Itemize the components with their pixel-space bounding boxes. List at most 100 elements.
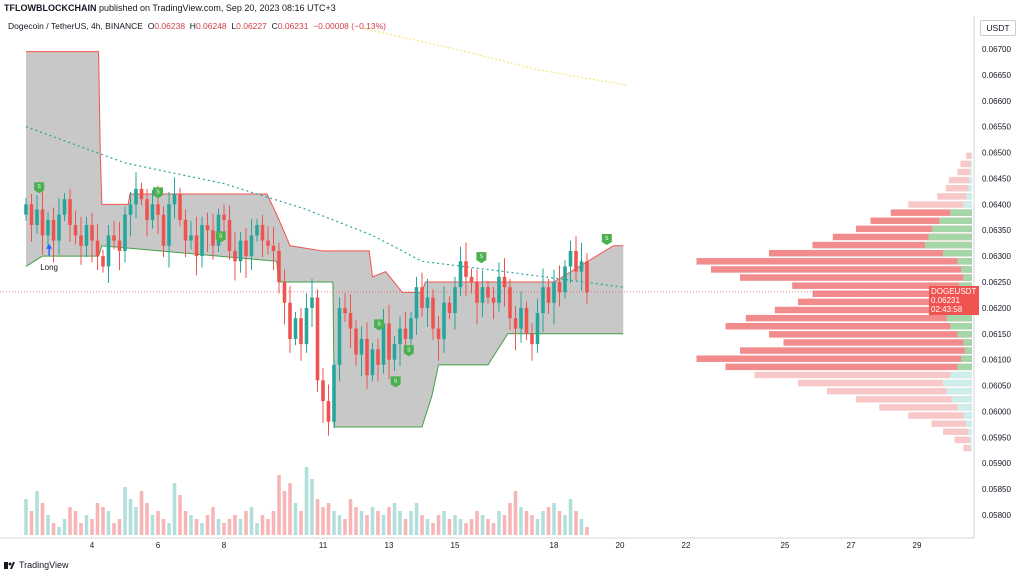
candle-body bbox=[293, 318, 298, 339]
volume-bar bbox=[46, 515, 50, 535]
candle-body bbox=[24, 204, 28, 215]
candle-body bbox=[35, 209, 39, 226]
volume-profile-down-bar bbox=[696, 258, 972, 265]
long-label: Long bbox=[40, 263, 58, 272]
volume-profile-up-bar bbox=[968, 185, 972, 192]
candle-body bbox=[288, 302, 292, 339]
volume-profile-up-bar bbox=[961, 355, 972, 362]
volume-bar bbox=[73, 511, 78, 535]
volume-bar bbox=[260, 515, 265, 535]
x-tick-label: 25 bbox=[781, 541, 790, 550]
signal-marker-label: S bbox=[156, 189, 160, 195]
volume-profile-down-bar bbox=[966, 152, 972, 160]
footer-brand[interactable]: TradingView bbox=[4, 560, 69, 570]
volume-bar bbox=[420, 515, 424, 535]
x-tick-label: 15 bbox=[451, 541, 460, 550]
volume-bar bbox=[123, 487, 127, 535]
candle-body bbox=[249, 235, 254, 257]
volume-bar bbox=[370, 507, 375, 535]
candle-body bbox=[57, 214, 61, 241]
price-tag-symbol: DOGEUSDT bbox=[931, 286, 977, 296]
candle-body bbox=[552, 282, 556, 303]
volume-bar bbox=[288, 483, 292, 535]
candle-body bbox=[216, 214, 221, 246]
volume-profile-up-bar bbox=[966, 193, 972, 200]
volume-profile-up-bar bbox=[963, 201, 972, 208]
volume-bar bbox=[244, 511, 248, 535]
volume-profile-down-bar bbox=[832, 233, 972, 241]
volume-profile-up-bar bbox=[946, 314, 972, 322]
volume-profile-up-bar bbox=[943, 379, 972, 387]
candle-body bbox=[332, 364, 336, 422]
change-value: −0.00008 (−0.13%) bbox=[313, 21, 386, 31]
candle-body bbox=[574, 250, 578, 272]
volume-profile-down-bar bbox=[957, 168, 972, 176]
volume-profile-down-bar bbox=[870, 217, 972, 224]
volume-profile-down-bar bbox=[948, 176, 972, 184]
candle-body bbox=[101, 256, 105, 267]
author-name[interactable]: TFLOWBLOCKCHAIN bbox=[4, 3, 97, 13]
candle-body bbox=[425, 297, 430, 308]
volume-bar bbox=[381, 515, 386, 535]
signal-marker-icon bbox=[601, 233, 612, 245]
volume-profile-down-bar bbox=[792, 282, 972, 289]
x-tick-label: 20 bbox=[616, 541, 625, 550]
y-tick-label: 0.06600 bbox=[982, 97, 1011, 106]
volume-bar bbox=[238, 519, 243, 535]
y-tick-label: 0.05900 bbox=[982, 459, 1011, 468]
candle-body bbox=[480, 287, 485, 303]
volume-profile-down-bar bbox=[769, 249, 972, 257]
volume-profile-up-bar bbox=[957, 363, 972, 371]
volume-profile-down-bar bbox=[856, 396, 972, 403]
x-tick-label: 11 bbox=[319, 541, 328, 550]
volume-profile-down-bar bbox=[711, 266, 972, 273]
signal-marker-icon bbox=[390, 376, 401, 388]
candle-body bbox=[530, 333, 534, 345]
volume-profile-up-bar bbox=[951, 396, 972, 403]
volume-bar bbox=[156, 511, 160, 535]
volume-bar bbox=[541, 511, 545, 535]
volume-bar bbox=[167, 523, 171, 535]
volume-profile-down-bar bbox=[908, 412, 972, 419]
candle-body bbox=[508, 287, 512, 319]
candle-body bbox=[359, 338, 364, 355]
currency-button[interactable]: USDT bbox=[980, 20, 1016, 36]
volume-bar bbox=[282, 491, 287, 535]
volume-bar bbox=[139, 491, 144, 535]
volume-bar bbox=[458, 519, 463, 535]
volume-profile-up-bar bbox=[939, 217, 972, 224]
candle-body bbox=[156, 204, 160, 215]
volume-bar bbox=[585, 527, 589, 535]
candle-body bbox=[244, 240, 248, 257]
volume-profile-up-bar bbox=[957, 258, 972, 265]
symbol-title[interactable]: Dogecoin / TetherUS, 4h, BINANCE bbox=[8, 21, 143, 31]
candle-body bbox=[436, 328, 441, 339]
volume-bar bbox=[57, 527, 61, 535]
volume-profile-down-bar bbox=[931, 420, 972, 427]
candle-body bbox=[453, 287, 457, 314]
y-tick-label: 0.06550 bbox=[982, 123, 1011, 132]
volume-profile-down-bar bbox=[812, 290, 972, 298]
candle-body bbox=[497, 276, 501, 303]
signal-marker-label: S bbox=[407, 347, 411, 353]
candle-body bbox=[46, 219, 50, 236]
volume-bar bbox=[128, 499, 133, 535]
y-tick-label: 0.06200 bbox=[982, 304, 1011, 313]
low-value: 0.06227 bbox=[236, 21, 267, 31]
signal-marker-label: S bbox=[219, 233, 223, 239]
candle-body bbox=[502, 276, 507, 288]
y-tick-label: 0.05800 bbox=[982, 511, 1011, 520]
volume-bar bbox=[359, 511, 364, 535]
signal-marker-icon bbox=[403, 345, 414, 357]
y-tick-label: 0.06500 bbox=[982, 149, 1011, 158]
y-tick-label: 0.05950 bbox=[982, 433, 1011, 442]
volume-bar bbox=[332, 511, 336, 535]
volume-profile-up-bar bbox=[957, 404, 972, 411]
volume-bar bbox=[299, 511, 303, 535]
candle-body bbox=[238, 240, 243, 262]
volume-profile-up-bar bbox=[963, 339, 972, 346]
candle-body bbox=[200, 225, 204, 257]
candle-body bbox=[442, 302, 446, 339]
symbol-legend: Dogecoin / TetherUS, 4h, BINANCE O0.0623… bbox=[8, 21, 386, 31]
